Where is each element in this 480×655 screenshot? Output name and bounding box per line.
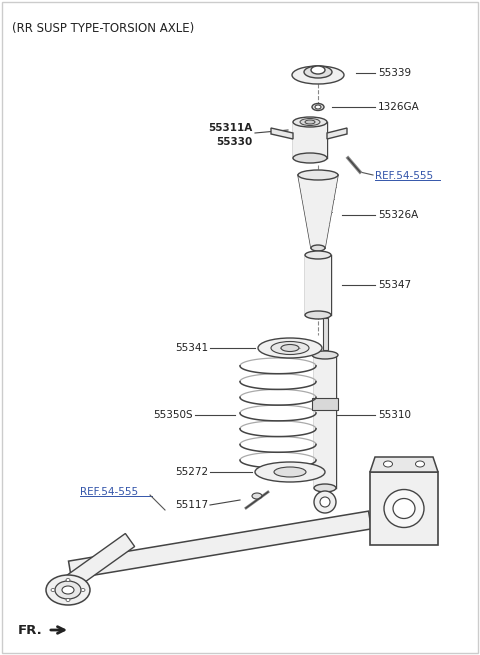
Ellipse shape [304, 66, 332, 78]
Polygon shape [298, 175, 338, 248]
Ellipse shape [305, 251, 331, 259]
Text: 55341: 55341 [175, 343, 208, 353]
Ellipse shape [66, 578, 70, 582]
Ellipse shape [292, 66, 344, 84]
Ellipse shape [315, 105, 321, 109]
Ellipse shape [384, 489, 424, 527]
Text: 55310: 55310 [378, 410, 411, 420]
Ellipse shape [393, 498, 415, 519]
Polygon shape [271, 128, 293, 139]
Ellipse shape [416, 461, 424, 467]
Text: 55339: 55339 [378, 68, 411, 78]
Polygon shape [370, 457, 438, 472]
Polygon shape [314, 355, 336, 488]
Ellipse shape [255, 462, 325, 482]
Ellipse shape [314, 484, 336, 492]
Text: 55326A: 55326A [378, 210, 418, 220]
Polygon shape [69, 511, 372, 579]
Text: 1326GA: 1326GA [378, 102, 420, 112]
Bar [312, 398, 338, 410]
Ellipse shape [305, 311, 331, 319]
Text: 55350S: 55350S [154, 410, 193, 420]
Polygon shape [305, 255, 331, 315]
Ellipse shape [281, 345, 299, 352]
Ellipse shape [258, 338, 322, 358]
Ellipse shape [314, 491, 336, 513]
Text: 55347: 55347 [378, 280, 411, 290]
Ellipse shape [62, 586, 74, 594]
Ellipse shape [384, 461, 393, 467]
Ellipse shape [293, 117, 327, 127]
Ellipse shape [271, 341, 309, 354]
Text: 55311A: 55311A [208, 123, 252, 133]
Polygon shape [293, 122, 327, 158]
Ellipse shape [66, 599, 70, 601]
Ellipse shape [305, 120, 315, 124]
Ellipse shape [55, 581, 81, 599]
Ellipse shape [311, 66, 325, 74]
Text: REF.54-555: REF.54-555 [375, 171, 433, 181]
Text: (RR SUSP TYPE-TORSION AXLE): (RR SUSP TYPE-TORSION AXLE) [12, 22, 194, 35]
Ellipse shape [46, 575, 90, 605]
Ellipse shape [312, 103, 324, 111]
Ellipse shape [312, 351, 338, 359]
Polygon shape [55, 533, 135, 597]
Text: REF.54-555: REF.54-555 [80, 487, 138, 497]
Text: 55272: 55272 [175, 467, 208, 477]
Ellipse shape [274, 467, 306, 477]
Ellipse shape [51, 588, 55, 591]
Text: 55117: 55117 [175, 500, 208, 510]
Bar [323, 318, 327, 350]
Polygon shape [327, 128, 347, 139]
Ellipse shape [81, 588, 85, 591]
Text: 55330: 55330 [216, 137, 252, 147]
Text: FR.: FR. [18, 624, 43, 637]
Ellipse shape [298, 170, 338, 180]
Ellipse shape [320, 497, 330, 507]
Ellipse shape [311, 245, 325, 251]
Polygon shape [370, 472, 438, 545]
Ellipse shape [252, 493, 262, 499]
Ellipse shape [293, 153, 327, 163]
Ellipse shape [300, 119, 320, 126]
